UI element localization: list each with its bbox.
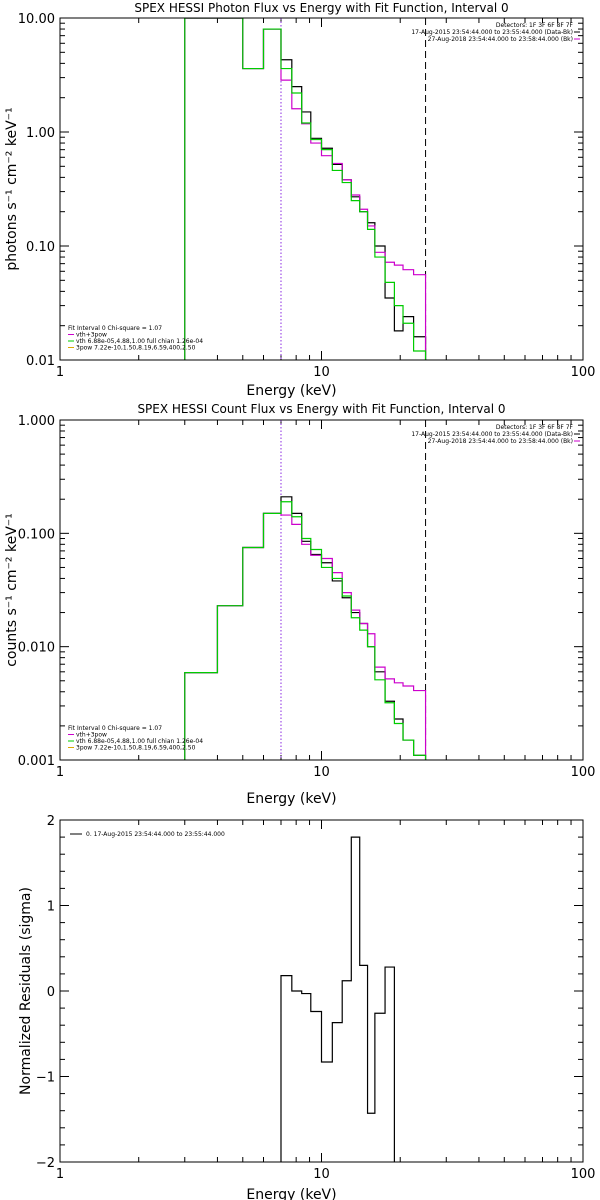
plot-frame — [59, 17, 584, 361]
info-line: Detectors: 1F 3F 6F 8F 7F — [496, 22, 574, 29]
data-layer — [184, 18, 427, 360]
series-0-step-line — [184, 18, 427, 360]
x-tick-label: 100 — [571, 365, 596, 380]
y-tick-label: 0.100 — [18, 527, 55, 542]
info-line: Detectors: 1F 3F 6F 8F 7F — [496, 424, 574, 431]
y-axis-label: photons s⁻¹ cm⁻² keV⁻¹ — [4, 107, 20, 270]
y-tick-label: −1 — [36, 1071, 55, 1086]
info-line: 17-Aug-2015 23:54:44.000 to 23:55:44.000… — [411, 431, 573, 438]
legend-entry: vth+3pow — [76, 332, 107, 339]
data-layer — [184, 496, 427, 760]
y-tick-label: 1.00 — [26, 126, 55, 141]
series-1-step-line — [184, 512, 427, 760]
x-tick-label: 100 — [571, 765, 596, 780]
x-tick-label: 1 — [56, 765, 64, 780]
series-0-step-line — [184, 496, 427, 760]
chart-title: SPEX HESSI Photon Flux vs Energy with Fi… — [134, 1, 508, 15]
plot-frame — [59, 819, 584, 1163]
y-tick-label: −2 — [36, 1156, 55, 1171]
info-line: 17-Aug-2015 23:54:44.000 to 23:55:44.000… — [411, 29, 573, 36]
x-tick-label: 1 — [56, 365, 64, 380]
data-layer — [280, 836, 395, 1162]
legend-entry: vth 6.88e-05,4.88,1.00 full chian 1.26e-… — [76, 738, 203, 745]
y-tick-label: 1 — [47, 900, 55, 915]
y-tick-label: 0.001 — [18, 754, 55, 769]
legend-entry: 0. 17-Aug-2015 23:54:44.000 to 23:55:44.… — [86, 831, 225, 838]
legend-entry: Fit Interval 0 Chi-square = 1.07 — [68, 325, 162, 332]
x-tick-label: 1 — [56, 1167, 64, 1182]
x-tick-label: 10 — [313, 765, 330, 780]
x-tick-label: 10 — [313, 1167, 330, 1182]
y-tick-label: 0 — [47, 985, 55, 1000]
y-tick-label: 0.010 — [18, 641, 55, 656]
legend-entry: 3pow 7.22e-10,1.50,8.19,6.59,400,2.50 — [76, 745, 196, 752]
x-axis-label: Energy (keV) — [246, 791, 336, 807]
series-2-step-line — [184, 18, 427, 360]
info-line: 27-Aug-2018 23:54:44.000 to 23:58:44.000… — [428, 438, 573, 445]
x-axis-label: Energy (keV) — [246, 383, 336, 399]
photon-flux-panel: SPEX HESSI Photon Flux vs Energy with Fi… — [4, 1, 595, 399]
legend-entry: Fit Interval 0 Chi-square = 1.07 — [68, 725, 162, 732]
legend-entry: 3pow 7.22e-10,1.50,8.19,6.59,400,2.50 — [76, 345, 196, 352]
y-tick-label: 1.000 — [18, 414, 55, 429]
legend-entry: vth+3pow — [76, 732, 107, 739]
y-tick-label: 10.00 — [18, 12, 55, 27]
y-axis-label: Normalized Residuals (sigma) — [18, 887, 34, 1095]
legend-entry: vth 6.88e-05,4.88,1.00 full chian 1.26e-… — [76, 338, 203, 345]
y-axis-label: counts s⁻¹ cm⁻² keV⁻¹ — [4, 513, 20, 667]
series-1-step-line — [184, 18, 427, 360]
residuals-panel: 1 10 100 −2 −1 0 1 2 Energy (keV) Normalized Resi… — [18, 814, 595, 1200]
y-tick-label: 0.01 — [26, 354, 55, 369]
series-0-step-line — [280, 836, 395, 1162]
x-tick-label: 100 — [571, 1167, 596, 1182]
y-tick-label: 0.10 — [26, 240, 55, 255]
x-tick-label: 10 — [313, 365, 330, 380]
count-flux-panel: SPEX HESSI Count Flux vs Energy with Fit… — [4, 402, 595, 807]
x-axis-label: Energy (keV) — [246, 1187, 336, 1200]
plot-frame — [59, 419, 584, 761]
chart-title: SPEX HESSI Count Flux vs Energy with Fit… — [137, 402, 505, 416]
y-tick-label: 2 — [47, 814, 55, 829]
series-2-step-line — [184, 501, 427, 760]
info-line: 27-Aug-2018 23:54:44.000 to 23:58:44.000… — [428, 36, 573, 43]
